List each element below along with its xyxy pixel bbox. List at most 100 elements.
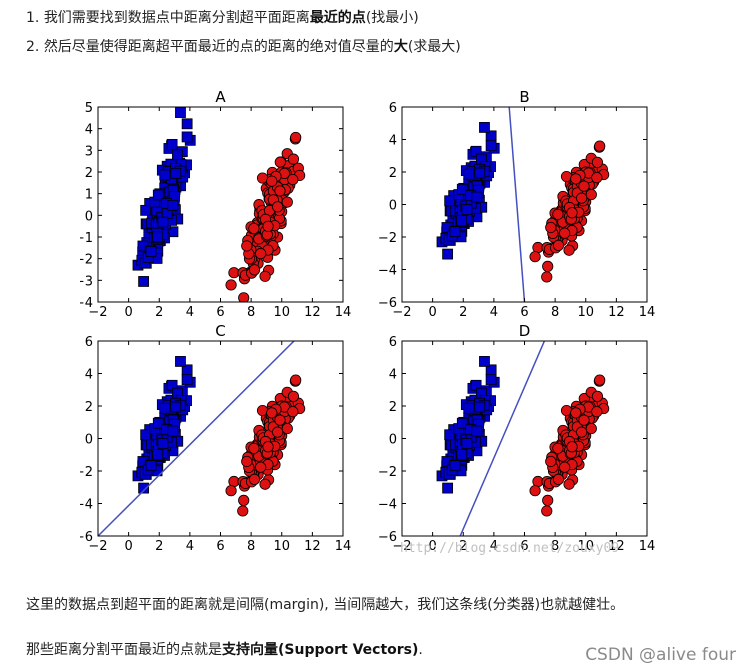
y-tick-label: −3 (80, 274, 93, 289)
square-point (471, 191, 483, 203)
circle-point (274, 414, 286, 426)
y-tick-label: 2 (85, 400, 93, 415)
circle-point (248, 473, 261, 485)
circle-point (542, 260, 554, 272)
y-tick-label: −2 (80, 465, 93, 480)
circle-point (259, 478, 271, 490)
circle-point (262, 220, 274, 232)
separating-hyperplane (508, 107, 526, 302)
square-point (456, 215, 468, 226)
x-tick-label: 2 (155, 539, 163, 554)
square-point (138, 276, 150, 287)
item1-text: 我们需要找到数据点中距离分割超平面距离 (43, 10, 310, 26)
item1-bold: 最近的点 (309, 10, 366, 26)
circle-point (287, 153, 300, 165)
data-points (132, 356, 306, 517)
data-points (132, 107, 306, 302)
y-tick-label: 4 (85, 368, 93, 383)
circle-point (259, 270, 271, 282)
square-point (444, 429, 456, 441)
list-item-1: 1. 我们需要找到数据点中距离分割超平面距离最近的点(找最小) (26, 8, 419, 28)
circle-point (281, 422, 293, 435)
y-tick-label: −4 (378, 498, 397, 513)
circle-point (576, 192, 588, 204)
circle-point (541, 271, 553, 283)
list-item-2: 2. 然后尽量使得距离超平面最近的点的距离的绝对值尽量的大(求最大) (26, 37, 461, 57)
y-tick-label: 4 (85, 123, 93, 138)
x-tick-label: 14 (639, 305, 656, 320)
x-tick-label: 14 (335, 305, 352, 320)
square-point (152, 449, 164, 460)
circle-point (563, 244, 575, 256)
y-tick-label: −4 (378, 264, 397, 279)
square-point (456, 183, 468, 195)
circle-point (552, 473, 565, 485)
circle-point (578, 414, 590, 426)
x-tick-label: 2 (459, 305, 467, 320)
square-point (152, 231, 164, 243)
data-points (436, 356, 610, 517)
x-tick-label: 6 (216, 539, 224, 554)
circle-point (262, 441, 274, 453)
square-point (485, 374, 497, 386)
circle-point (585, 188, 597, 201)
circle-point (578, 180, 590, 192)
y-tick-label: 4 (389, 134, 397, 149)
circle-point (529, 485, 541, 497)
x-tick-label: 10 (273, 539, 290, 554)
circle-point (290, 131, 302, 144)
circle-point (591, 390, 604, 402)
square-point (145, 460, 157, 472)
x-tick-label: 8 (247, 305, 255, 320)
separating-hyperplane (459, 341, 546, 536)
x-tick-label: 0 (124, 539, 132, 554)
item2-bold: 大 (393, 39, 408, 55)
x-tick-label: 6 (216, 305, 224, 320)
plot-area (98, 341, 343, 536)
circle-point (570, 407, 582, 419)
square-point (442, 482, 454, 494)
y-tick-label: 2 (389, 166, 397, 181)
circle-point (545, 455, 557, 468)
item2-suffix: (求最大) (407, 39, 461, 55)
y-tick-label: 2 (85, 166, 93, 181)
circle-point (566, 441, 578, 453)
circle-point (241, 455, 253, 468)
circle-point (248, 222, 260, 235)
circle-point (274, 156, 286, 168)
square-point (461, 204, 473, 215)
y-tick-label: 5 (85, 101, 93, 116)
square-point (175, 107, 186, 118)
square-point (474, 401, 486, 413)
x-tick-label: 12 (608, 539, 625, 554)
x-tick-label: 10 (577, 539, 594, 554)
square-point (140, 429, 152, 441)
circle-point (542, 494, 554, 506)
y-tick-label: −4 (80, 296, 93, 311)
circle-point (576, 426, 588, 438)
x-tick-label: 14 (335, 539, 352, 554)
paragraph-support-vectors: 那些距离分割平面最近的点就是支持向量(Support Vectors). (26, 640, 423, 660)
x-tick-label: 8 (551, 539, 559, 554)
panel-title: D (519, 322, 531, 340)
y-tick-label: 0 (85, 433, 93, 448)
circle-point (559, 461, 571, 473)
y-tick-label: 0 (85, 209, 93, 224)
square-point (181, 374, 193, 386)
square-point (449, 226, 461, 238)
circle-point (287, 390, 300, 402)
x-tick-label: 4 (186, 539, 194, 554)
circle-point (238, 494, 250, 506)
circle-point (248, 442, 260, 454)
y-tick-label: −6 (378, 530, 397, 545)
x-tick-label: 4 (186, 305, 194, 320)
url-watermark: http://blog.csdn.net/zouxy09 (400, 541, 619, 556)
square-point (157, 216, 169, 228)
chart-panel-c: −2 0 2 4 6 8 10 12 14 −6 −4 −2 0 2 4 6 C (80, 322, 351, 554)
support-vectors-text: 那些距离分割平面最近的点就是 (26, 642, 222, 658)
square-point (159, 169, 171, 181)
square-point (463, 402, 475, 414)
square-point (479, 122, 490, 133)
x-tick-label: 2 (155, 305, 163, 320)
support-vectors-suffix: . (418, 642, 423, 658)
